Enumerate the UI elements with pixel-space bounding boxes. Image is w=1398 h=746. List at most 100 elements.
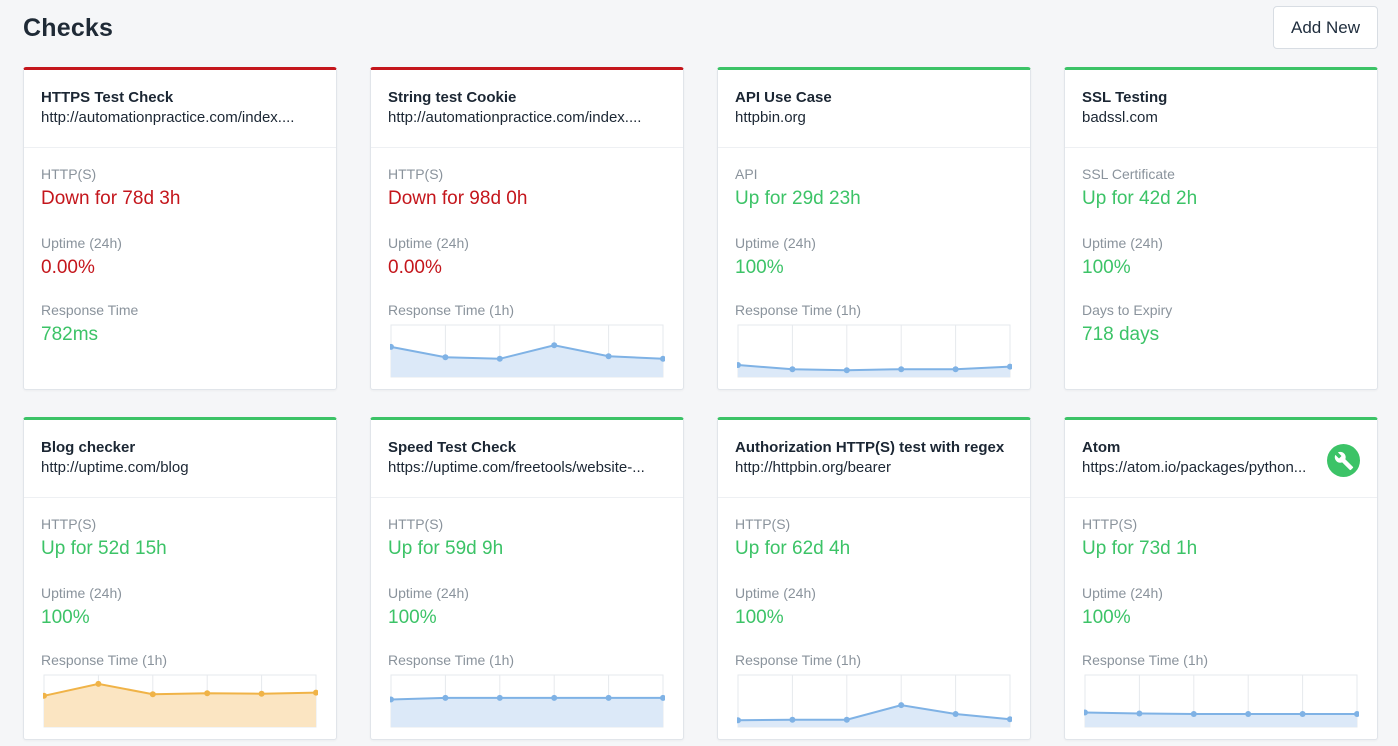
check-name[interactable]: Atom	[1082, 439, 1121, 456]
check-url: https://uptime.com/freetools/website-...	[388, 459, 645, 476]
card-body: HTTP(S) Up for 59d 9h Uptime (24h) 100% Resp…	[371, 498, 683, 729]
card-body: SSL Certificate Up for 42d 2h Uptime (24h)…	[1065, 148, 1377, 348]
card-header: Authorization HTTP(S) test with regex htt…	[718, 420, 1030, 498]
checks-grid: HTTPS Test Check http://automationpractic…	[23, 67, 1378, 740]
chart-point	[605, 353, 612, 360]
response-time-chart	[737, 674, 1012, 728]
chart-point	[1190, 711, 1197, 717]
chart-point	[952, 711, 959, 717]
check-card[interactable]: SSL Testing badssl.com SSL Certificate Up f…	[1064, 67, 1378, 390]
metric-value: 718 days	[1082, 324, 1160, 345]
wrench-icon[interactable]	[1327, 444, 1360, 477]
chart-point	[1354, 711, 1359, 717]
metric-label: Response Time (1h)	[388, 652, 515, 668]
status-duration: Up for 29d 23h	[735, 188, 861, 209]
uptime-value: 0.00%	[41, 257, 95, 278]
card-header: API Use Case httpbin.org	[718, 70, 1030, 148]
check-url: http://automationpractice.com/index....	[41, 109, 295, 126]
status-duration: Up for 62d 4h	[735, 538, 851, 559]
check-card[interactable]: HTTPS Test Check http://automationpractic…	[23, 67, 337, 390]
card-body: HTTP(S) Up for 62d 4h Uptime (24h) 100% Resp…	[718, 498, 1030, 729]
check-card[interactable]: Atom https://atom.io/packages/python... HT…	[1064, 417, 1378, 740]
chart-point	[843, 367, 850, 374]
check-name[interactable]: HTTPS Test Check	[41, 89, 174, 106]
chart-point	[1084, 709, 1088, 716]
card-body: API Up for 29d 23h Uptime (24h) 100% Respons…	[718, 148, 1030, 379]
check-type-label: API	[735, 166, 758, 182]
check-url: http://automationpractice.com/index....	[388, 109, 642, 126]
response-time-chart	[1084, 674, 1359, 728]
chart-point	[737, 717, 741, 724]
check-name[interactable]: Authorization HTTP(S) test with regex	[735, 439, 1005, 456]
check-card[interactable]: Speed Test Check https://uptime.com/freet…	[370, 417, 684, 740]
card-header: Speed Test Check https://uptime.com/freet…	[371, 420, 683, 498]
chart-line	[43, 682, 317, 697]
check-type-label: HTTP(S)	[735, 516, 791, 532]
chart-point	[258, 690, 265, 697]
metric-value: 782ms	[41, 324, 99, 345]
chart-point	[898, 702, 905, 709]
chart-point	[442, 694, 449, 701]
chart-point	[952, 366, 959, 373]
metric-label: Days to Expiry	[1082, 302, 1173, 318]
metric-label: Response Time (1h)	[735, 652, 862, 668]
metric-label: Response Time (1h)	[735, 302, 862, 318]
chart-area	[738, 705, 1010, 727]
uptime-label: Uptime (24h)	[735, 235, 816, 251]
uptime-label: Uptime (24h)	[41, 585, 122, 601]
card-body: HTTP(S) Down for 78d 3h Uptime (24h) 0.00% R…	[24, 148, 336, 348]
status-duration: Up for 59d 9h	[388, 538, 504, 559]
check-url: http://uptime.com/blog	[41, 459, 189, 476]
check-card[interactable]: String test Cookie http://automationpract…	[370, 67, 684, 390]
chart-point	[442, 354, 449, 361]
check-card[interactable]: Authorization HTTP(S) test with regex htt…	[717, 417, 1031, 740]
check-url: badssl.com	[1082, 109, 1158, 126]
check-type-label: HTTP(S)	[41, 516, 97, 532]
check-type-label: HTTP(S)	[388, 166, 444, 182]
status-duration: Up for 52d 15h	[41, 538, 167, 559]
check-card[interactable]: API Use Case httpbin.org API Up for 29d 23h…	[717, 67, 1031, 390]
chart-point	[737, 362, 741, 369]
chart-point	[843, 716, 850, 723]
chart-point	[789, 716, 796, 723]
check-type-label: SSL Certificate	[1082, 166, 1175, 182]
chart-line	[390, 344, 664, 360]
card-body: HTTP(S) Up for 73d 1h Uptime (24h) 100% Resp…	[1065, 498, 1377, 729]
chart-point	[313, 689, 318, 696]
card-header: Blog checker http://uptime.com/blog	[24, 420, 336, 498]
chart-point	[789, 366, 796, 373]
chart-point	[1245, 711, 1252, 717]
check-name[interactable]: Blog checker	[41, 439, 136, 456]
status-duration: Up for 73d 1h	[1082, 538, 1198, 559]
card-header: SSL Testing badssl.com	[1065, 70, 1377, 148]
chart-point	[43, 692, 47, 699]
chart-line	[737, 704, 1011, 722]
check-name[interactable]: SSL Testing	[1082, 89, 1168, 106]
uptime-value: 0.00%	[388, 257, 442, 278]
check-type-label: HTTP(S)	[388, 516, 444, 532]
chart-point	[496, 355, 503, 362]
chart-area	[1085, 712, 1357, 727]
chart-point	[660, 355, 665, 362]
chart-point	[95, 680, 102, 687]
check-name[interactable]: String test Cookie	[388, 89, 517, 106]
status-duration: Down for 98d 0h	[388, 188, 528, 209]
check-name[interactable]: Speed Test Check	[388, 439, 517, 456]
response-time-chart	[390, 674, 665, 728]
card-header: String test Cookie http://automationpract…	[371, 70, 683, 148]
add-new-button[interactable]: Add New	[1273, 6, 1378, 49]
metric-label: Response Time (1h)	[1082, 652, 1209, 668]
response-time-chart	[43, 674, 318, 728]
uptime-value: 100%	[1082, 607, 1131, 628]
status-duration: Down for 78d 3h	[41, 188, 181, 209]
check-name[interactable]: API Use Case	[735, 89, 832, 106]
check-url: httpbin.org	[735, 109, 806, 126]
chart-point	[898, 366, 905, 373]
card-body: HTTP(S) Down for 98d 0h Uptime (24h) 0.00% R…	[371, 148, 683, 379]
chart-line	[737, 364, 1011, 372]
check-card[interactable]: Blog checker http://uptime.com/blog HTTP(S…	[23, 417, 337, 740]
chart-point	[390, 343, 394, 350]
chart-point	[551, 342, 558, 349]
uptime-value: 100%	[735, 607, 784, 628]
chart-area	[44, 683, 316, 727]
